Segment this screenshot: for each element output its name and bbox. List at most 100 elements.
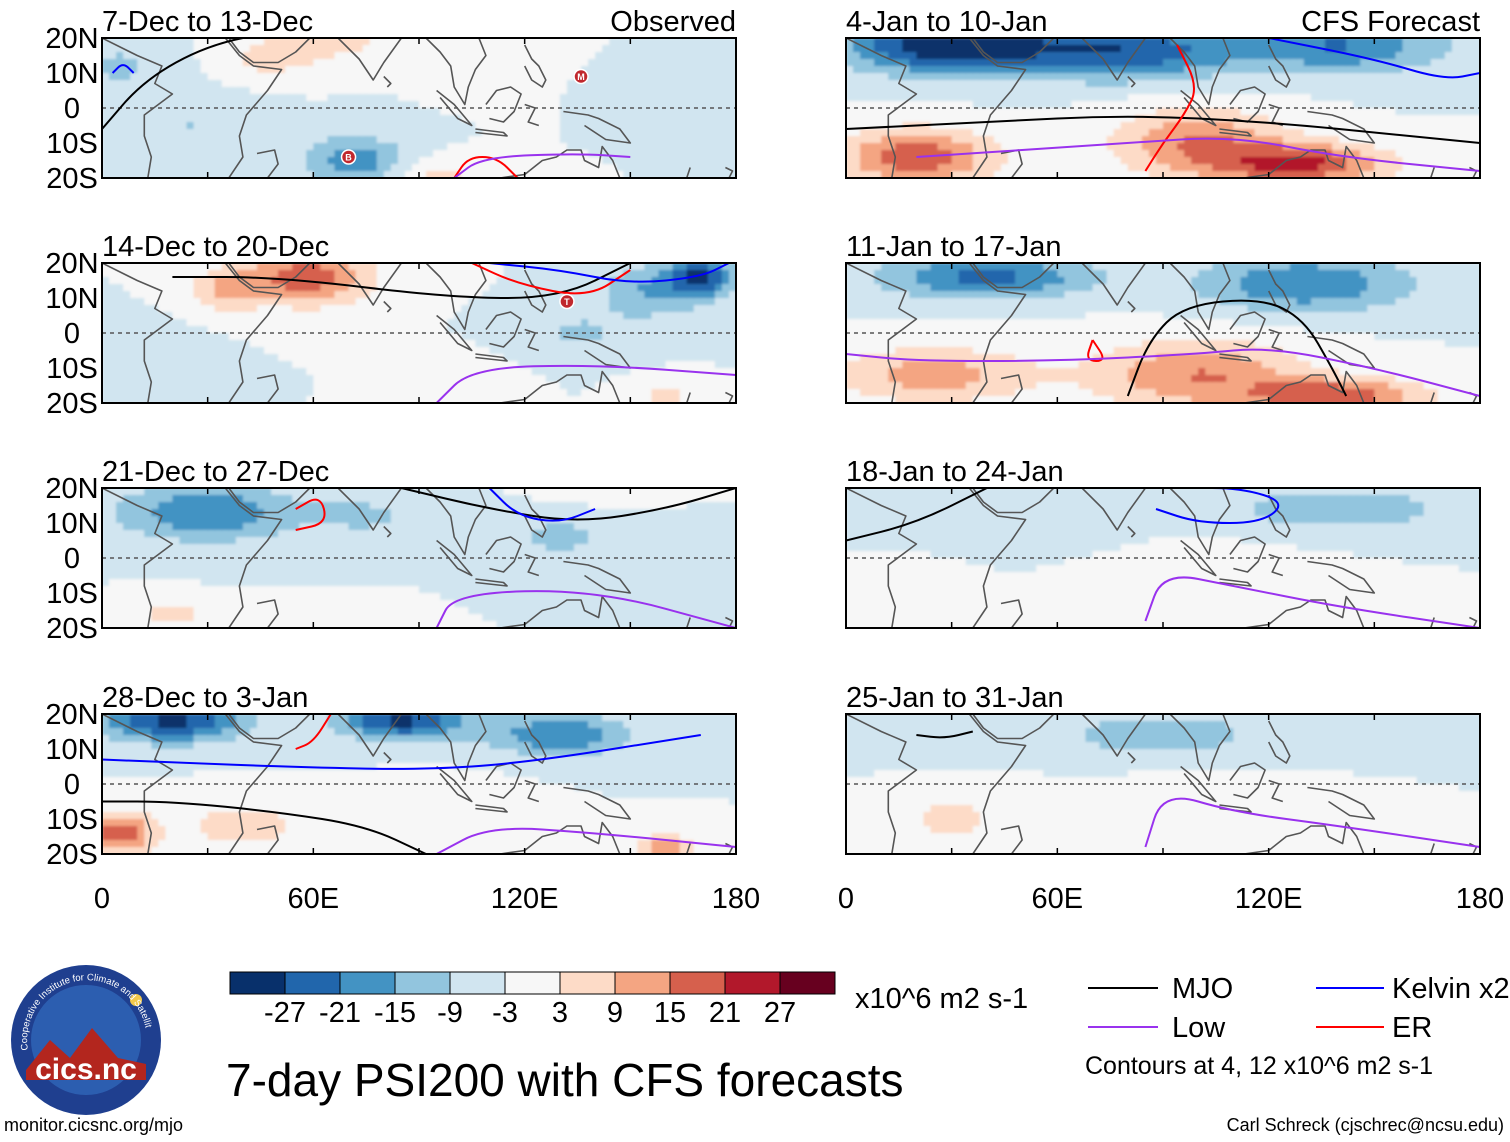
field-cell (228, 495, 237, 503)
field-cell (404, 530, 413, 538)
field-cell (616, 129, 625, 137)
field-cell (256, 368, 265, 376)
field-cell (524, 298, 533, 306)
field-cell (256, 312, 265, 320)
field-cell (292, 607, 301, 615)
field-cell (630, 66, 639, 74)
field-cell (595, 52, 603, 60)
field-cell (179, 298, 188, 306)
field-cell (221, 516, 230, 524)
field-cell (651, 340, 660, 348)
field-cell (172, 593, 181, 601)
field-cell (327, 488, 336, 496)
field-cell (538, 621, 547, 628)
field-cell (144, 277, 153, 285)
field-cell (419, 586, 427, 594)
field-cell (362, 354, 371, 362)
field-cell (242, 579, 251, 587)
field-cell (559, 171, 568, 178)
field-cell (165, 291, 174, 299)
field-cell (264, 516, 272, 524)
field-cell (214, 347, 223, 355)
field-cell (158, 354, 167, 362)
field-cell (517, 516, 526, 524)
field-cell (123, 361, 131, 369)
field-cell (278, 572, 286, 580)
field-cell (369, 108, 378, 116)
field-cell (376, 291, 385, 299)
field-cell (573, 38, 582, 46)
field-cell (538, 544, 547, 552)
field-cell (292, 593, 301, 601)
field-cell (165, 607, 174, 615)
field-cell (623, 347, 632, 355)
field-cell (271, 277, 279, 285)
field-cell (264, 157, 272, 165)
field-cell (144, 361, 153, 369)
field-cell (369, 171, 378, 178)
field-cell (137, 361, 146, 369)
field-cell (426, 516, 434, 524)
field-cell (517, 333, 526, 341)
field-cell (433, 171, 441, 178)
field-cell (348, 38, 357, 46)
field-cell (524, 509, 533, 517)
field-cell (123, 52, 131, 60)
field-cell (468, 530, 477, 538)
field-cell (200, 270, 209, 278)
field-cell (489, 579, 498, 587)
field-cell (672, 150, 681, 158)
field-cell (454, 586, 463, 594)
field-cell (517, 115, 526, 123)
field-cell (595, 122, 603, 130)
field-cell (306, 66, 315, 74)
field-cell (242, 101, 251, 109)
field-cell (116, 572, 124, 580)
field-cell (440, 347, 448, 355)
field-cell (700, 340, 709, 348)
field-cell (341, 277, 350, 285)
coastline (485, 311, 522, 348)
field-cell (306, 312, 315, 320)
field-cell (700, 45, 709, 53)
field-cell (109, 312, 117, 320)
field-cell (348, 143, 357, 151)
field-cell (320, 305, 329, 313)
field-cell (468, 389, 477, 397)
field-cell (426, 94, 434, 102)
field-cell (242, 340, 251, 348)
field-cell (249, 115, 258, 123)
field-cell (348, 101, 357, 109)
field-cell (278, 45, 286, 53)
field-cell (313, 558, 322, 566)
field-cell (616, 319, 625, 327)
field-cell (179, 382, 188, 390)
field-cell (475, 45, 484, 53)
field-cell (334, 150, 343, 158)
field-cell (672, 129, 681, 137)
field-cell (637, 305, 646, 313)
field-cell (151, 45, 160, 53)
field-cell (341, 101, 350, 109)
field-cell (573, 340, 582, 348)
field-cell (355, 312, 364, 320)
field-cell (376, 396, 385, 403)
field-cell (151, 382, 160, 390)
field-cell (200, 164, 209, 172)
field-cell (693, 38, 702, 46)
field-cell (264, 80, 272, 88)
field-cell (397, 375, 406, 383)
field-cell (271, 45, 279, 53)
field-cell (383, 544, 392, 552)
field-cell (482, 115, 491, 123)
field-cell (278, 38, 286, 46)
field-cell (397, 45, 406, 53)
field-cell (130, 263, 139, 271)
field-cell (390, 544, 399, 552)
field-cell (419, 101, 427, 109)
field-cell (552, 354, 561, 362)
field-cell (693, 333, 702, 341)
field-cell (524, 579, 533, 587)
field-cell (538, 59, 547, 67)
field-cell (235, 333, 244, 341)
